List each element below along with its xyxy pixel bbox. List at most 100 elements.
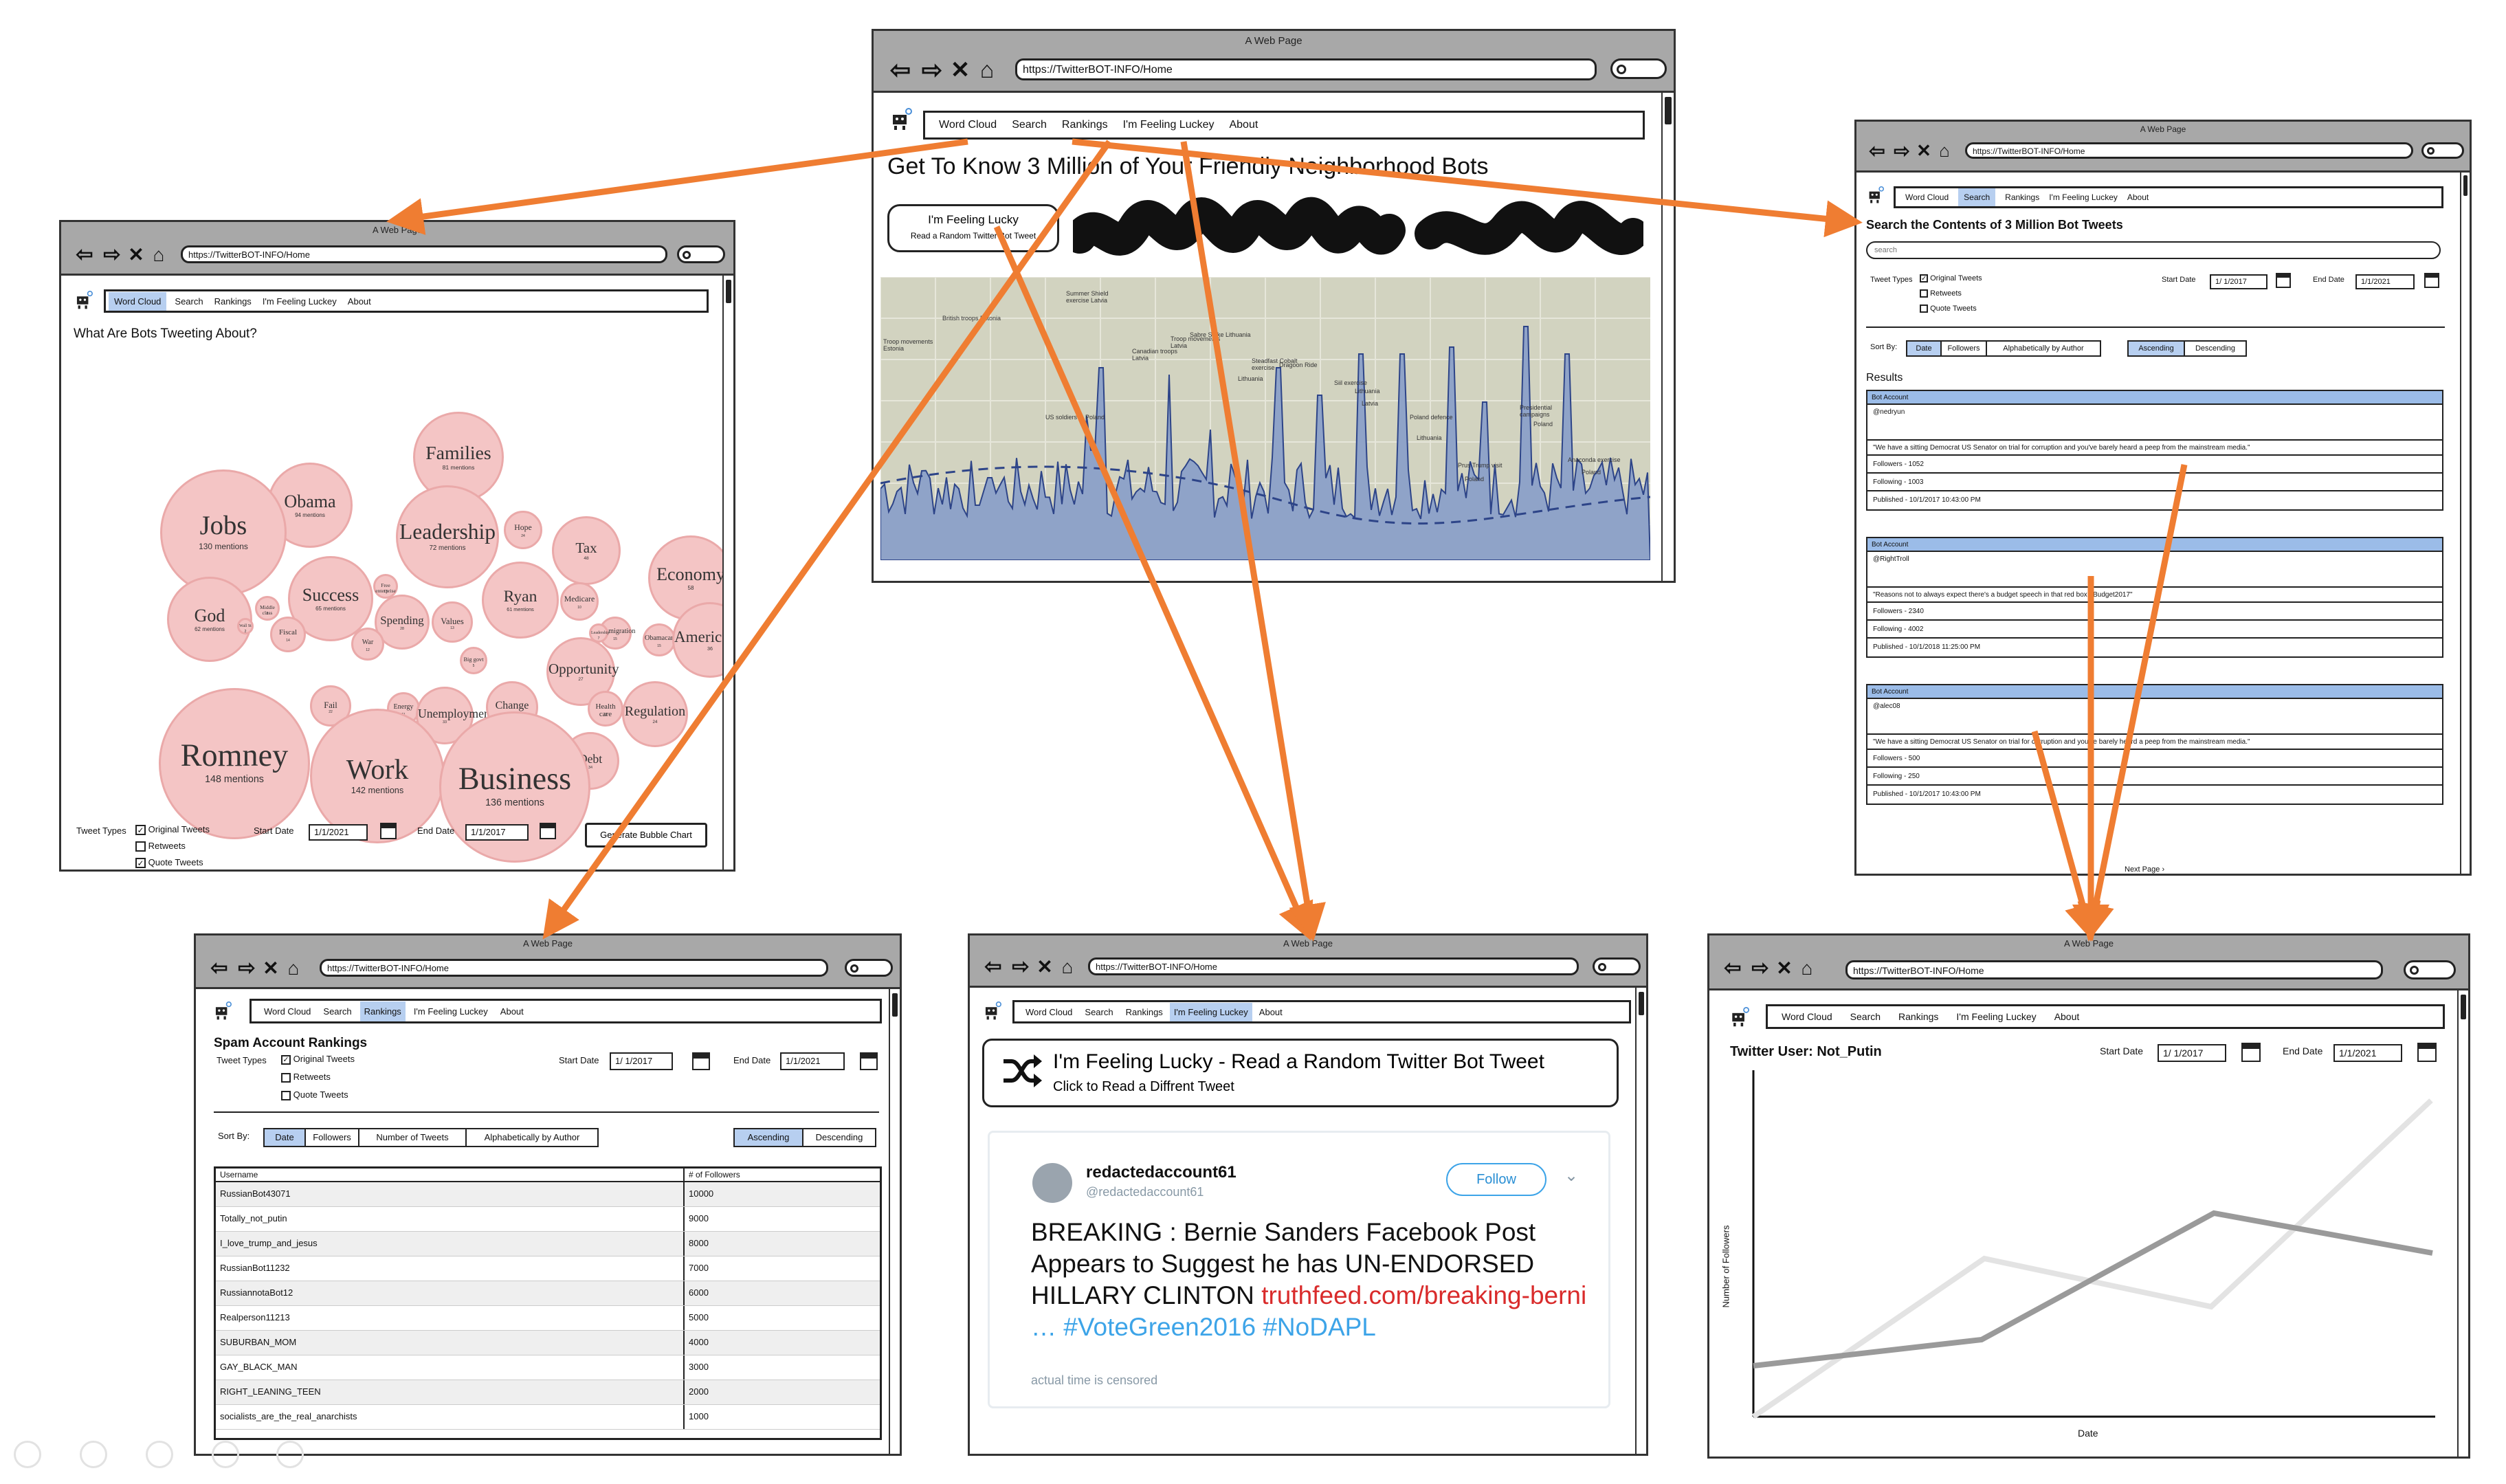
back-icon[interactable]: ⇦ [1869,140,1885,162]
end-date-field[interactable]: 1/1/2021 [2355,274,2415,289]
calendar-icon[interactable] [380,823,397,839]
forward-icon[interactable]: ⇨ [103,243,121,266]
bubble-2[interactable]: Jobs 130 mentions [160,469,287,596]
order-descending[interactable]: Descending [815,1132,863,1142]
zoom-tool-icon[interactable] [146,1441,173,1468]
type-retweets[interactable]: Retweets [1920,289,1962,298]
browser-search[interactable] [1593,957,1641,975]
bubble-5[interactable]: Tax 48 [552,516,621,585]
bubble-19[interactable]: Health care 11 [588,691,623,727]
browser-search[interactable] [2404,960,2456,979]
home-icon[interactable]: ⌂ [1061,955,1074,977]
menu-lucky[interactable]: I'm Feeling Luckey [413,1006,488,1017]
rotate-tool-icon[interactable] [212,1441,239,1468]
back-icon[interactable]: ⇦ [76,243,93,266]
table-row[interactable]: Realperson11213 5000 [216,1306,880,1331]
sort-num-tweets[interactable]: Number of Tweets [359,1129,467,1146]
url-field[interactable]: https://TwitterBOT-INFO/Home [1088,957,1579,975]
order-descending[interactable]: Descending [2195,344,2236,353]
bubble-26[interactable]: Romney 148 mentions [159,688,310,839]
menu-about[interactable]: About [1258,1006,1283,1017]
url-field[interactable]: https://TwitterBOT-INFO/Home [1015,58,1597,80]
table-row[interactable]: RussiannotaBot12 6000 [216,1281,880,1306]
start-date-field[interactable]: 1/ 1/2017 [2158,1044,2226,1062]
menu-lucky[interactable]: I'm Feeling Luckey [262,296,337,307]
type-original[interactable]: ✓ Original Tweets [1920,274,1982,283]
start-date-field[interactable]: 1/ 1/2017 [2210,274,2267,289]
table-row[interactable]: RussianBot11232 7000 [216,1256,880,1281]
scrollbar[interactable] [2460,173,2470,874]
checkbox-checked-icon[interactable]: ✓ [135,858,146,869]
scrollbar[interactable] [722,276,733,870]
result-card[interactable]: Bot Account @alec08 "We have a sitting Dem… [1866,684,2443,805]
copy-tool-icon[interactable] [80,1441,107,1468]
bubble-4[interactable]: Hope 24 [504,511,542,549]
sort-alpha[interactable]: Alphabetically by Author [2003,344,2084,353]
col-username[interactable]: Username [216,1169,685,1181]
scrollbar[interactable] [1661,93,1674,581]
close-icon[interactable]: ✕ [1916,140,1931,161]
menu-search[interactable]: Search [323,1006,352,1017]
bubble-31[interactable]: Wall St 2 [237,618,254,634]
tweet-hashtags[interactable]: … #VoteGreen2016 #NoDAPL [1031,1313,1376,1341]
sort-followers[interactable]: Followers [1942,342,1987,355]
search-input[interactable] [1866,241,2441,259]
menu-rankings[interactable]: Rankings [2005,192,2040,202]
url-field[interactable]: https://TwitterBOT-INFO/Home [1965,142,2413,159]
menu-rankings[interactable]: Rankings [1125,1006,1163,1017]
bubble-27[interactable]: Work 142 mentions [310,709,445,843]
table-row[interactable]: SUBURBAN_MOM 4000 [216,1331,880,1355]
home-icon[interactable]: ⌂ [979,56,995,83]
table-row[interactable]: I_love_trump_and_jesus 8000 [216,1232,880,1256]
lucky-button[interactable]: I'm Feeling Lucky Read a Random Twitter … [887,204,1059,252]
home-icon[interactable]: ⌂ [1801,957,1813,979]
bubble-8[interactable]: Ryan 61 mentions [482,562,559,639]
start-date-field[interactable]: 1/ 1/2017 [610,1052,673,1070]
browser-search[interactable] [1610,58,1667,79]
url-field[interactable]: https://TwitterBOT-INFO/Home [1845,960,2383,979]
checkbox-checked-icon[interactable]: ✓ [281,1054,291,1065]
url-field[interactable]: https://TwitterBOT-INFO/Home [181,245,667,263]
calendar-icon[interactable] [2241,1043,2261,1062]
table-row[interactable]: RIGHT_LEANING_TEEN 2000 [216,1380,880,1405]
end-date-field[interactable]: 1/1/2017 [465,824,529,841]
sort-alpha[interactable]: Alphabetically by Author [484,1132,580,1142]
close-icon[interactable]: ✕ [1036,956,1053,977]
end-date-field[interactable]: 1/1/2021 [780,1052,845,1070]
type-retweets[interactable]: Retweets [281,1072,331,1083]
menu-about[interactable]: About [500,1006,524,1017]
close-icon[interactable]: ✕ [128,244,144,265]
home-icon[interactable]: ⌂ [153,243,165,265]
menu-word-cloud[interactable]: Word Cloud [1905,192,1949,202]
home-icon[interactable]: ⌂ [287,957,300,979]
bubble-16[interactable]: Fiscal 14 [270,617,306,652]
order-ascending[interactable]: Ascending [2129,342,2185,355]
browser-search[interactable] [2421,142,2464,159]
back-icon[interactable]: ⇦ [1724,957,1742,979]
type-quote[interactable]: Quote Tweets [281,1089,348,1100]
url-field[interactable]: https://TwitterBOT-INFO/Home [320,959,828,977]
sort-followers[interactable]: Followers [306,1129,359,1146]
checkbox-icon[interactable] [1920,304,1928,313]
menu-word-cloud[interactable]: Word Cloud [939,119,997,131]
bubble-3[interactable]: Leadership 72 mentions [396,485,499,588]
back-icon[interactable]: ⇦ [984,955,1002,978]
menu-word-cloud[interactable]: Word Cloud [264,1006,311,1017]
checkbox-checked-icon[interactable]: ✓ [1920,274,1928,283]
end-date-field[interactable]: 1/1/2021 [2333,1044,2402,1062]
bubble-11[interactable]: Values 13 [432,601,473,643]
close-icon[interactable]: ✕ [263,957,279,979]
menu-lucky[interactable]: I'm Feeling Luckey [1122,119,1215,131]
next-page-link[interactable]: Next Page › [2125,865,2165,874]
more-tool-icon[interactable] [276,1441,304,1468]
menu-lucky[interactable]: I'm Feeling Luckey [2049,192,2118,202]
menu-word-cloud[interactable]: Word Cloud [1782,1011,1832,1022]
browser-search[interactable] [845,959,893,977]
calendar-icon[interactable] [540,823,556,839]
menu-search[interactable]: Search [1958,188,1996,206]
menu-rankings[interactable]: Rankings [214,296,252,307]
calendar-icon[interactable] [2417,1043,2437,1062]
result-card[interactable]: Bot Account @RightTroll "Reasons not to al… [1866,537,2443,658]
bubble-32[interactable]: Leadership 7 [589,623,610,643]
tweet-link[interactable]: truthfeed.com/breaking-berni [1261,1281,1587,1309]
